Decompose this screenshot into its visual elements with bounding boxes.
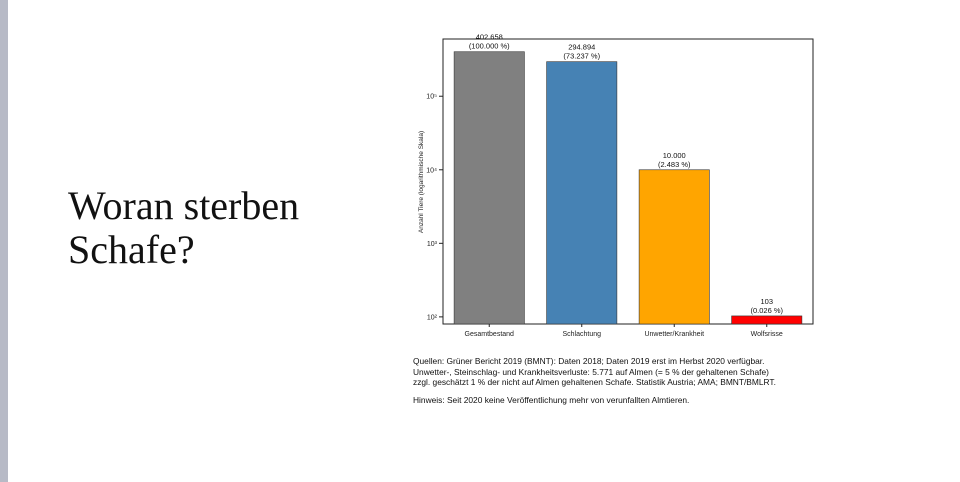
- slide-left-accent-bar: [0, 0, 8, 482]
- bar-percent-label: (73.237 %): [563, 52, 600, 61]
- plot-frame: [442, 38, 814, 325]
- bars-group: 402.658(100.000 %) 294.894(73.237 %) 10.00…: [453, 33, 803, 325]
- bar-value-label: 402.658: [476, 33, 503, 42]
- slide-title-line-2: Schafe?: [68, 227, 195, 272]
- y-axis-label: Anzahl Tiere (logarithmische Skala): [418, 131, 425, 233]
- x-tick-label: Unwetter/Krankheit: [644, 331, 704, 338]
- source-line-2: Unwetter-, Steinschlag- und Krankheitsve…: [413, 366, 769, 377]
- slide-title: Woran sterben Schafe?: [68, 184, 368, 272]
- bar-schlachtung: [546, 61, 618, 325]
- source-line-1: Quellen: Grüner Bericht 2019 (BMNT): Dat…: [413, 356, 765, 366]
- x-tick-label: Wolfsrisse: [751, 331, 783, 338]
- bar-chart: Anzahl Tiere (logarithmische Skala) 10² 1…: [405, 30, 830, 340]
- bar-unwetter-krankheit: [638, 169, 710, 325]
- bar-wolfsrisse: [731, 315, 803, 325]
- y-axis-ticks: 10² 10³ 10⁴ 10⁵: [426, 94, 443, 321]
- y-tick-label: 10²: [427, 314, 438, 321]
- bar-value-label: 294.894: [568, 43, 595, 52]
- x-tick-label: Schlachtung: [562, 331, 601, 338]
- bar-percent-label: (0.026 %): [750, 306, 783, 315]
- source-notes: Quellen: Grüner Bericht 2019 (BMNT): Dat…: [413, 356, 833, 405]
- note-line: Hinweis: Seit 2020 keine Veröffentlichun…: [413, 394, 690, 405]
- source-line-3: zzgl. geschätzt 1 % der nicht auf Almen …: [413, 377, 776, 388]
- bar-chart-svg: Anzahl Tiere (logarithmische Skala) 10²1…: [418, 33, 814, 338]
- bar-value-label: 103: [760, 297, 773, 306]
- y-tick-label: 10⁴: [426, 167, 437, 174]
- y-tick-label: 10⁵: [426, 94, 437, 101]
- bar-percent-label: (100.000 %): [469, 42, 510, 51]
- bar-value-label: 10.000: [663, 151, 686, 160]
- slide-title-line-1: Woran sterben: [68, 183, 300, 228]
- bar-gesamtbestand: [453, 51, 525, 325]
- x-tick-label: Gesamtbestand: [465, 331, 515, 338]
- y-tick-label: 10³: [427, 241, 438, 248]
- bar-percent-label: (2.483 %): [658, 160, 691, 169]
- x-axis-labels: Gesamtbestand Schlachtung Unwetter/Krankhe…: [465, 324, 783, 338]
